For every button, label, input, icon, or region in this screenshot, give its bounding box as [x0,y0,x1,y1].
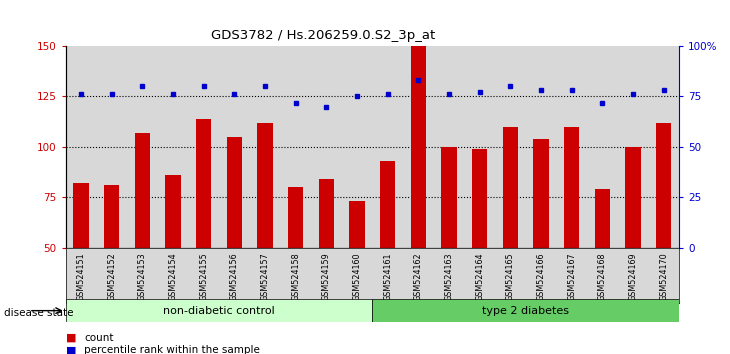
Bar [441,147,457,248]
Text: GSM524156: GSM524156 [230,252,239,301]
Bar [372,299,679,322]
Bar [219,46,250,248]
Text: GSM524165: GSM524165 [506,252,515,301]
Bar [66,46,96,248]
Text: GSM524153: GSM524153 [138,252,147,301]
Bar [318,179,334,248]
Bar [280,46,311,248]
Bar [526,46,556,248]
Text: GSM524157: GSM524157 [261,252,269,301]
Text: GSM524162: GSM524162 [414,252,423,301]
Text: GSM524151: GSM524151 [77,252,85,301]
Bar [257,123,272,248]
Bar [349,201,364,248]
Bar [74,183,89,248]
Text: GSM524168: GSM524168 [598,252,607,301]
Text: GSM524169: GSM524169 [629,252,637,301]
Bar [127,46,158,248]
Text: GSM524167: GSM524167 [567,252,576,301]
Bar [342,46,372,248]
Bar [564,127,579,248]
Bar [556,46,587,248]
Bar [158,46,188,248]
Bar [587,46,618,248]
Bar [472,149,487,248]
Text: GSM524163: GSM524163 [445,252,453,301]
Bar [226,137,242,248]
Bar [434,46,464,248]
Text: GSM524170: GSM524170 [659,252,668,301]
Bar [380,161,395,248]
Bar [311,46,342,248]
Text: disease state: disease state [4,308,73,318]
Bar [495,46,526,248]
Bar [618,46,648,248]
Bar [104,185,119,248]
Title: GDS3782 / Hs.206259.0.S2_3p_at: GDS3782 / Hs.206259.0.S2_3p_at [211,29,435,42]
Text: GSM524161: GSM524161 [383,252,392,301]
Bar [372,46,403,248]
Bar [96,46,127,248]
Bar [464,46,495,248]
Bar [403,46,434,248]
Bar [648,46,679,248]
Bar [656,123,671,248]
Bar [250,46,280,248]
Text: GSM524152: GSM524152 [107,252,116,301]
Text: GSM524166: GSM524166 [537,252,545,301]
Text: GSM524155: GSM524155 [199,252,208,301]
Bar [533,139,548,248]
Bar [594,189,610,248]
Bar [188,46,219,248]
Bar [66,299,372,322]
Text: GSM524164: GSM524164 [475,252,484,301]
Bar [625,147,641,248]
Bar [165,175,180,248]
Text: ■: ■ [66,333,76,343]
Text: non-diabetic control: non-diabetic control [163,306,275,316]
Text: GSM524154: GSM524154 [169,252,177,301]
Bar [134,133,150,248]
Bar [196,119,212,248]
Text: count: count [84,333,113,343]
Text: type 2 diabetes: type 2 diabetes [482,306,569,316]
Text: GSM524158: GSM524158 [291,252,300,301]
Bar [410,46,426,248]
Text: ■: ■ [66,346,76,354]
Text: GSM524160: GSM524160 [353,252,361,301]
Bar [502,127,518,248]
Text: GSM524159: GSM524159 [322,252,331,301]
Text: percentile rank within the sample: percentile rank within the sample [84,346,260,354]
Bar [288,187,303,248]
